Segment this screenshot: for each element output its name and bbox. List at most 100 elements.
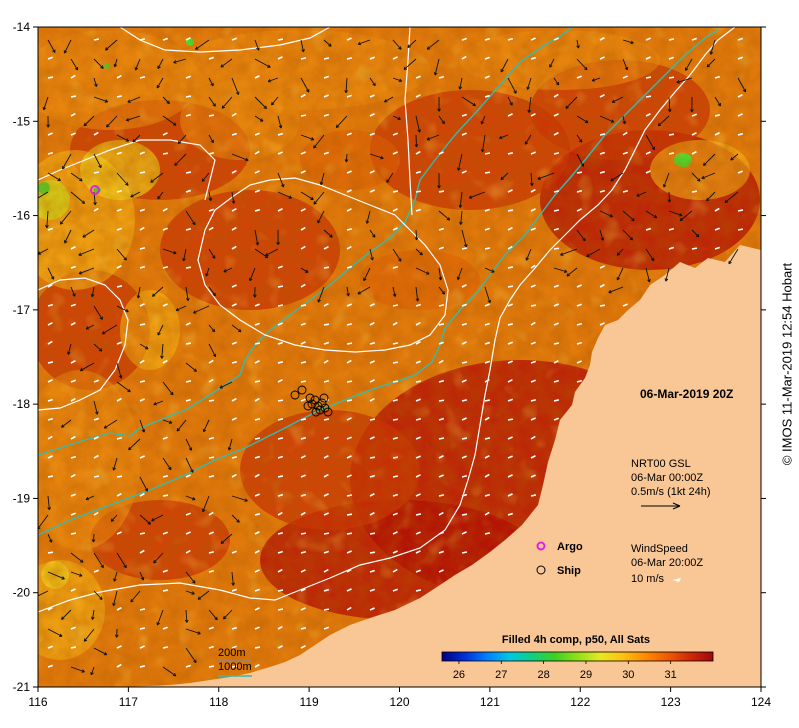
lat-tick-label: -21 [13, 680, 31, 694]
wind-arrow [530, 398, 537, 402]
wind-arrow [70, 265, 77, 269]
wind-arrow [369, 170, 375, 174]
wind-arrow [553, 342, 560, 345]
current-arrow-head [245, 157, 249, 162]
wind-arrow [254, 493, 260, 497]
current-arrow-head [415, 298, 420, 302]
current-arrow-head [608, 289, 612, 294]
current-arrow [530, 172, 533, 186]
wind-arrow [254, 189, 260, 193]
wind-arrow [47, 417, 54, 421]
wind-arrow [254, 380, 261, 383]
wind-arrow [162, 494, 169, 497]
lon-tick-label: 117 [119, 695, 138, 709]
wind-arrow [300, 511, 306, 516]
current-arrow [223, 267, 233, 273]
current-arrow [173, 58, 187, 64]
current-arrow-head [306, 89, 310, 93]
wind-arrow [300, 474, 306, 478]
wind-arrow [277, 645, 283, 649]
lon-tick-label: 124 [751, 695, 771, 709]
wind-arrow [208, 56, 214, 60]
current-arrow [93, 552, 104, 568]
current-arrow-head [653, 214, 658, 219]
wind-arrow [47, 606, 53, 611]
wind-arrow [714, 207, 720, 212]
wind-arrow [507, 418, 514, 421]
current-arrow-head [458, 86, 462, 90]
wind-arrow [461, 379, 467, 383]
wind-arrow [185, 380, 192, 383]
current-arrow-head [90, 293, 95, 298]
wind-arrow [47, 475, 54, 478]
ship-position [311, 407, 321, 417]
current-arrow [139, 419, 145, 433]
current-arrow-head [584, 119, 589, 124]
wind-arrow [346, 170, 352, 174]
current-arrow [665, 267, 670, 282]
current-arrow [67, 343, 72, 355]
wind-arrow [47, 283, 53, 288]
current-arrow-head [414, 237, 419, 241]
current-arrow [576, 134, 583, 143]
current-arrow-head [197, 596, 202, 600]
current-arrow-head [125, 308, 129, 313]
map-area [38, 27, 761, 687]
current-arrow-head [667, 108, 672, 113]
wind-arrow [461, 417, 467, 421]
current-arrow-head [537, 176, 541, 180]
wind-arrow [346, 342, 353, 345]
wind-arrow [415, 513, 422, 516]
current-arrow-head [437, 185, 441, 189]
current-arrow [114, 58, 118, 67]
wind-arrow [645, 56, 651, 60]
current-arrow [90, 666, 95, 676]
lon-tick-label: 116 [28, 695, 47, 709]
wind-arrow [93, 454, 99, 459]
wind-arrow [254, 626, 260, 630]
wind-arrow [277, 132, 284, 136]
current-arrow-head [456, 276, 461, 280]
current-arrow-head [398, 258, 402, 262]
currents-product: NRT00 GSL [631, 458, 691, 470]
wind-arrow [93, 207, 99, 212]
wind-arrow [70, 455, 77, 459]
current-arrow [528, 96, 532, 113]
wind-arrow [116, 436, 123, 440]
current-arrow [622, 115, 626, 125]
lat-tick-label: -17 [13, 303, 31, 317]
current-arrow-head [170, 391, 174, 396]
wind-arrow [300, 151, 306, 155]
current-arrow [208, 248, 216, 259]
wind-arrow [47, 151, 54, 155]
wind-scale-arrow-icon [673, 578, 681, 582]
wind-arrow [645, 113, 651, 117]
current-arrow-head [398, 78, 403, 83]
current-arrow-head [174, 162, 178, 166]
wind-arrow [691, 113, 697, 117]
wind-arrow [346, 322, 353, 326]
current-arrow [407, 39, 417, 48]
current-arrow-head [463, 243, 468, 248]
current-arrow [208, 609, 218, 621]
current-arrow-head [191, 591, 195, 595]
wind-arrow [415, 569, 421, 573]
current-arrow [113, 590, 118, 606]
current-arrow-head [48, 539, 53, 543]
current-arrow [116, 172, 129, 186]
current-arrow [83, 115, 95, 127]
wind-arrow [93, 436, 99, 440]
wind-arrow [254, 360, 260, 364]
wind-arrow [116, 189, 123, 193]
wind-arrow [70, 321, 76, 326]
wind-arrow [369, 94, 375, 98]
wind-arrow [346, 265, 353, 269]
current-arrow-head [197, 631, 201, 635]
current-arrow-head [168, 420, 173, 424]
current-arrow-head [255, 242, 260, 246]
current-arrow-head [83, 638, 88, 642]
current-arrow-head [335, 124, 340, 128]
lon-tick-label: 118 [209, 695, 228, 709]
current-arrow-head [679, 217, 684, 222]
wind-arrow [737, 113, 743, 117]
